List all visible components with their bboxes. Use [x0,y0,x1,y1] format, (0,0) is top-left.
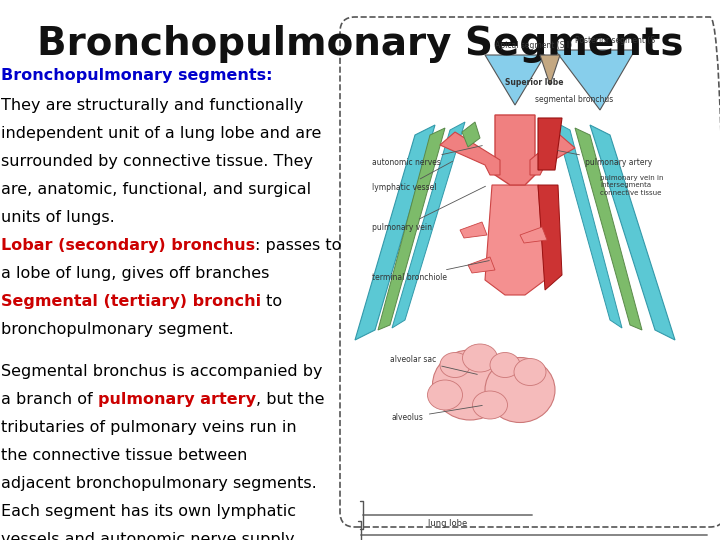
Text: Segmental (tertiary) bronchi: Segmental (tertiary) bronchi [1,294,261,309]
Polygon shape [555,50,635,110]
Text: terminal bronchiole: terminal bronchiole [372,261,490,282]
Text: Segmental bronchus is accompanied by: Segmental bronchus is accompanied by [1,364,323,379]
Ellipse shape [428,380,462,410]
Text: a lobe of lung, gives off branches: a lobe of lung, gives off branches [1,266,269,281]
Text: are, anatomic, functional, and surgical: are, anatomic, functional, and surgical [1,182,311,197]
Text: alveolar sac: alveolar sac [390,355,477,374]
Text: tributaries of pulmonary veins run in: tributaries of pulmonary veins run in [1,420,297,435]
Text: alveolus: alveolus [392,406,482,422]
Text: Each segment has its own lymphatic: Each segment has its own lymphatic [1,504,296,519]
Text: the connective tissue between: the connective tissue between [1,448,247,463]
Text: autonomic nerves: autonomic nerves [372,146,482,167]
Text: Posterior segment (S: Posterior segment (S [575,36,655,45]
Polygon shape [530,135,575,175]
Text: : passes to: : passes to [255,238,341,253]
Text: pulmonary artery: pulmonary artery [558,151,652,167]
Polygon shape [468,257,495,273]
Polygon shape [495,115,535,185]
Text: Bronchopulmonary Segments: Bronchopulmonary Segments [37,25,683,63]
Text: adjacent bronchopulmonary segments.: adjacent bronchopulmonary segments. [1,476,317,491]
Polygon shape [590,125,675,340]
Text: independent unit of a lung lobe and are: independent unit of a lung lobe and are [1,126,321,141]
Ellipse shape [514,359,546,386]
Text: a branch of: a branch of [1,392,97,407]
Text: They are structurally and functionally: They are structurally and functionally [1,98,303,113]
Ellipse shape [440,353,470,377]
Polygon shape [540,55,560,85]
Ellipse shape [485,357,555,422]
Text: Bronchopulmonary segments:: Bronchopulmonary segments: [1,68,272,83]
Text: Lobar (secondary) bronchus: Lobar (secondary) bronchus [1,238,255,253]
Text: to: to [261,294,282,309]
Polygon shape [575,128,642,330]
Ellipse shape [462,344,498,372]
Polygon shape [538,185,562,290]
Polygon shape [392,122,465,328]
Text: lung lobe: lung lobe [428,519,467,528]
Text: Superior lobe: Superior lobe [505,78,564,87]
Ellipse shape [472,391,508,419]
Text: pulmonary artery: pulmonary artery [97,392,256,407]
Text: surrounded by connective tissue. They: surrounded by connective tissue. They [1,154,312,169]
Text: bronchopulmonary segment.: bronchopulmonary segment. [1,322,233,337]
Text: vessels and autonomic nerve supply.: vessels and autonomic nerve supply. [1,532,297,540]
Text: lymphatic vessel: lymphatic vessel [372,161,453,192]
Polygon shape [462,122,480,147]
Polygon shape [555,122,622,328]
Text: units of lungs.: units of lungs. [1,210,114,225]
Text: segmental bronchus: segmental bronchus [535,95,613,104]
Text: pulmonary vein in
intersegmenta
connective tissue: pulmonary vein in intersegmenta connecti… [600,175,664,196]
Polygon shape [485,185,545,295]
Ellipse shape [433,350,508,420]
Ellipse shape [490,353,520,377]
Polygon shape [520,227,547,243]
Polygon shape [440,132,500,175]
Polygon shape [355,125,435,340]
Text: pulmonary vein: pulmonary vein [372,186,485,232]
Polygon shape [378,128,445,330]
Polygon shape [485,55,545,105]
Text: Apical segment (S I): Apical segment (S I) [495,41,572,50]
Text: , but the: , but the [256,392,324,407]
Polygon shape [460,222,487,238]
Polygon shape [538,118,562,170]
